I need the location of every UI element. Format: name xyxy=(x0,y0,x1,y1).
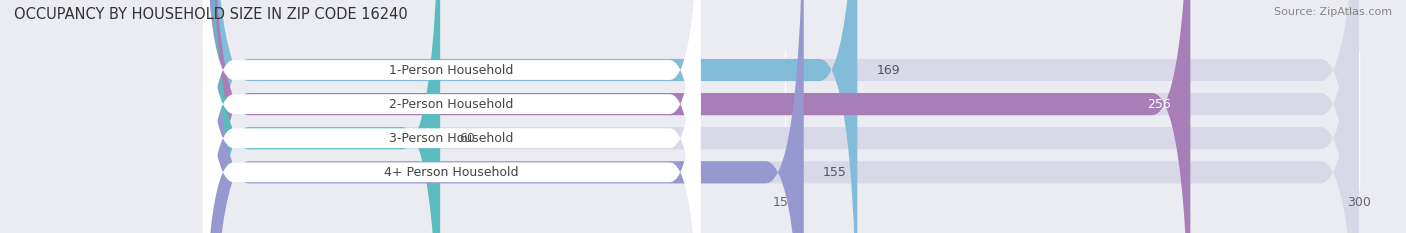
Text: 155: 155 xyxy=(823,166,846,179)
FancyBboxPatch shape xyxy=(211,0,1358,233)
Text: 60: 60 xyxy=(460,132,475,145)
Text: 256: 256 xyxy=(1147,98,1171,111)
Text: 169: 169 xyxy=(876,64,900,76)
FancyBboxPatch shape xyxy=(211,0,804,233)
FancyBboxPatch shape xyxy=(202,0,700,233)
Text: OCCUPANCY BY HOUSEHOLD SIZE IN ZIP CODE 16240: OCCUPANCY BY HOUSEHOLD SIZE IN ZIP CODE … xyxy=(14,7,408,22)
FancyBboxPatch shape xyxy=(202,0,700,233)
FancyBboxPatch shape xyxy=(211,0,1191,233)
FancyBboxPatch shape xyxy=(211,0,1358,233)
FancyBboxPatch shape xyxy=(202,0,700,233)
Text: Source: ZipAtlas.com: Source: ZipAtlas.com xyxy=(1274,7,1392,17)
FancyBboxPatch shape xyxy=(211,0,1358,233)
Text: 4+ Person Household: 4+ Person Household xyxy=(384,166,519,179)
FancyBboxPatch shape xyxy=(211,0,440,233)
FancyBboxPatch shape xyxy=(211,0,1358,233)
Text: 2-Person Household: 2-Person Household xyxy=(389,98,513,111)
Text: 1-Person Household: 1-Person Household xyxy=(389,64,513,76)
Text: 3-Person Household: 3-Person Household xyxy=(389,132,513,145)
FancyBboxPatch shape xyxy=(211,0,858,233)
FancyBboxPatch shape xyxy=(202,0,700,233)
